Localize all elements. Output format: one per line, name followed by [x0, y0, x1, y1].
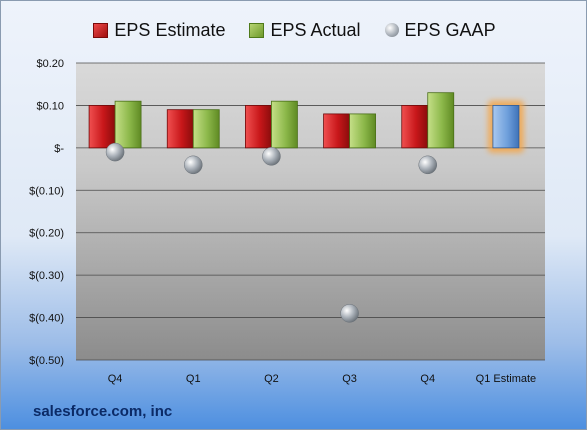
y-tick-label: $(0.50)	[29, 355, 64, 367]
legend-item-actual: EPS Actual	[249, 19, 361, 41]
bar-eps-estimate-projected	[492, 105, 520, 149]
point-eps-gaap	[184, 155, 203, 175]
x-tick-label: Q4	[420, 373, 435, 385]
legend-item-gaap: EPS GAAP	[384, 19, 496, 41]
x-tick-label: Q2	[264, 373, 279, 385]
legend-label-estimate: EPS Estimate	[114, 19, 226, 40]
y-tick-label: $(0.20)	[29, 228, 64, 240]
chart-marks	[88, 92, 524, 323]
legend-label-gaap: EPS GAAP	[404, 19, 496, 40]
bar-eps-actual	[349, 113, 376, 149]
bar-eps-actual	[192, 109, 220, 149]
x-axis: Q4 Q1 Q2 Q3 Q4 Q1 Estimate	[108, 373, 536, 385]
bar-eps-actual	[114, 100, 142, 149]
point-eps-gaap	[262, 147, 281, 166]
point-eps-gaap	[418, 155, 437, 175]
x-tick-label: Q3	[342, 373, 357, 385]
bar-eps-estimate	[245, 105, 272, 149]
point-eps-gaap	[105, 142, 125, 162]
legend-label-actual: EPS Actual	[270, 19, 361, 40]
point-eps-gaap	[340, 304, 359, 323]
legend-swatch-actual	[249, 22, 265, 38]
x-tick-label: Q1 Estimate	[476, 373, 537, 385]
bar-eps-estimate	[401, 105, 429, 149]
company-name: salesforce.com, inc	[33, 403, 173, 420]
bar-eps-estimate	[88, 105, 116, 149]
plot-area	[76, 63, 545, 360]
legend-swatch-gaap	[384, 23, 399, 37]
y-tick-label: $0.10	[36, 100, 64, 112]
y-tick-label: $(0.40)	[29, 313, 64, 325]
bar-eps-actual	[427, 92, 455, 149]
gridlines	[76, 62, 545, 361]
y-tick-label: $(0.30)	[29, 270, 64, 282]
bar-eps-actual	[271, 100, 298, 149]
y-axis: $0.20 $0.10 $- $(0.10) $(0.20) $(0.30) $(0.40)…	[29, 58, 64, 367]
legend-item-estimate: EPS Estimate	[93, 20, 225, 41]
y-tick-label: $(0.10)	[29, 185, 64, 197]
chart-legend: EPS Estimate EPS Actual EPS GAAP	[1, 15, 587, 45]
x-tick-label: Q1	[186, 373, 201, 385]
y-tick-label: $0.20	[36, 58, 64, 70]
bar-eps-estimate	[166, 109, 194, 149]
x-tick-label: Q4	[108, 373, 123, 385]
y-tick-label: $-	[54, 143, 64, 155]
bar-eps-estimate	[323, 113, 350, 149]
legend-swatch-estimate	[93, 22, 109, 38]
